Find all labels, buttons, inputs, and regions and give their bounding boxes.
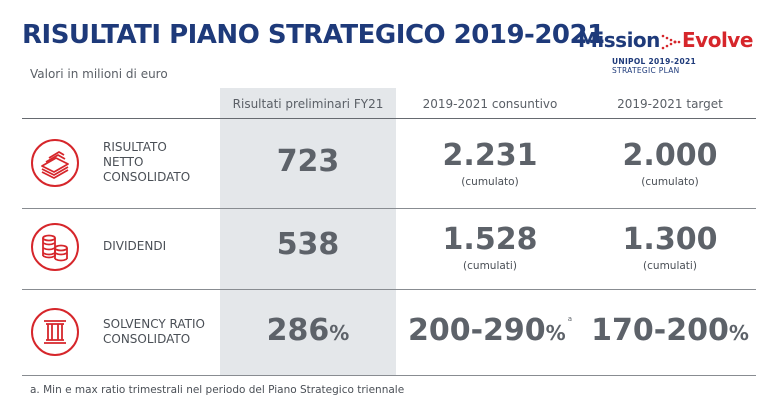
note-target-dividendi: (cumulati) — [643, 260, 697, 272]
value-fy21-solvency: 286% — [220, 313, 396, 348]
note-target-risultato: (cumulato) — [641, 176, 699, 188]
header-fy21: Risultati preliminari FY21 — [232, 97, 384, 111]
value-target-solvency: 170-200% — [585, 313, 755, 348]
row-divider — [22, 208, 756, 209]
note-consuntivo-dividendi: (cumulati) — [463, 260, 517, 272]
label-line: CONSOLIDATO — [103, 170, 191, 184]
value-consuntivo-dividendi: 1.528 — [442, 222, 538, 257]
value-number: 286 — [266, 313, 330, 348]
logo-line-2: STRATEGIC PLAN — [612, 66, 680, 75]
highlight-column — [220, 88, 396, 375]
logo-word-mission: Mission — [578, 28, 660, 52]
page-title: RISULTATI PIANO STRATEGICO 2019-2021 — [22, 20, 605, 50]
footnote: a. Min e max ratio trimestrali nel perio… — [30, 384, 405, 396]
label-line: RISULTATO — [103, 140, 167, 154]
logo-word-evolve: Evolve — [682, 28, 753, 52]
value-number: 170-200 — [591, 313, 729, 348]
mission-evolve-logo: Mission Evolve UNIPOL 2019-2021 STRATEGI… — [578, 28, 778, 88]
label-line: NETTO — [103, 155, 144, 169]
pillar-icon — [31, 308, 79, 356]
value-target-dividendi: 1.300 — [622, 222, 718, 257]
header-consuntivo: 2019-2021 consuntivo — [422, 97, 558, 111]
row-divider — [22, 375, 756, 376]
footnote-marker: a — [567, 315, 573, 323]
value-fy21-risultato: 723 — [276, 144, 340, 179]
value-target-risultato: 2.000 — [622, 138, 718, 173]
row-label-dividendi: DIVIDENDI — [103, 239, 166, 254]
value-number: 200-290 — [407, 313, 546, 348]
money-stack-icon — [31, 139, 79, 187]
label-line: DIVIDENDI — [103, 239, 167, 253]
value-consuntivo-risultato: 2.231 — [442, 138, 538, 173]
value-unit: % — [329, 321, 350, 345]
coins-icon — [31, 223, 79, 271]
row-divider — [22, 289, 756, 290]
value-unit: % — [545, 321, 566, 345]
logo-arrow-icon — [661, 34, 681, 50]
label-line: CONSOLIDATO — [103, 332, 191, 346]
label-line: SOLVENCY RATIO — [103, 317, 205, 331]
value-consuntivo-solvency: 200-290%a — [405, 313, 575, 348]
header-divider — [22, 118, 756, 119]
value-fy21-dividendi: 538 — [276, 227, 340, 262]
row-label-solvency: SOLVENCY RATIO CONSOLIDATO — [103, 317, 205, 347]
header-target: 2019-2021 target — [617, 97, 723, 111]
logo-line-1: UNIPOL 2019-2021 — [612, 57, 697, 66]
row-label-risultato: RISULTATO NETTO CONSOLIDATO — [103, 140, 190, 185]
value-unit: % — [728, 321, 749, 345]
page-subtitle: Valori in milioni di euro — [30, 67, 168, 81]
note-consuntivo-risultato: (cumulato) — [461, 176, 519, 188]
